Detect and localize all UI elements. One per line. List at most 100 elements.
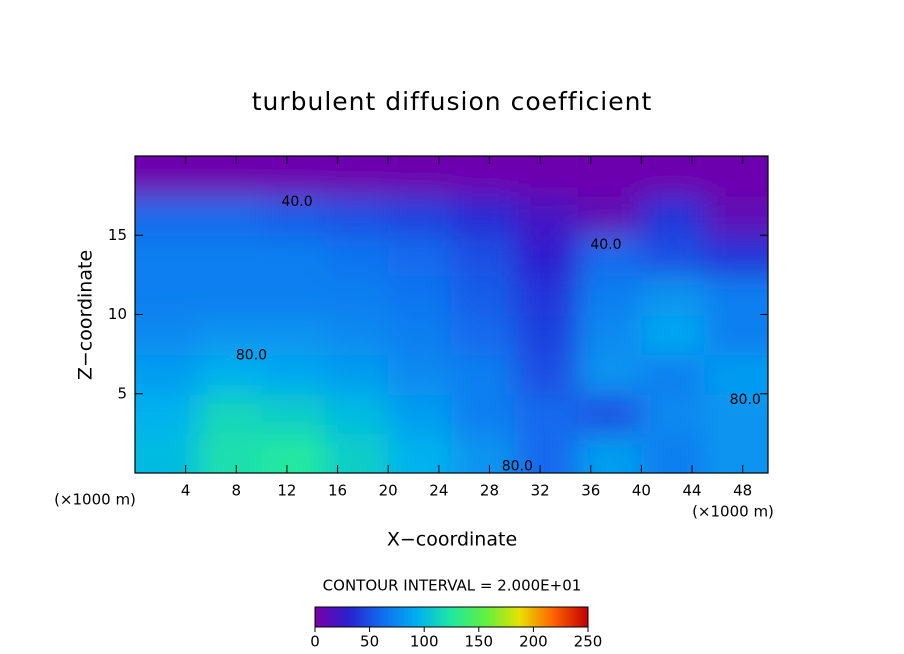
x-tick-label: 16 (328, 482, 347, 500)
cell (704, 156, 768, 197)
cell (324, 195, 390, 237)
colorbar-tick-label: 50 (360, 633, 379, 651)
x-unit-label: (×1000 m) (54, 491, 136, 509)
cell (324, 274, 390, 316)
cell (641, 314, 706, 356)
cell (451, 433, 516, 473)
cell (514, 195, 580, 237)
cell (578, 195, 643, 237)
cell (578, 235, 643, 276)
cell (198, 195, 263, 237)
cell (198, 354, 263, 395)
chart-title: turbulent diffusion coefficient (252, 87, 653, 116)
cell (578, 433, 643, 473)
cell (704, 274, 768, 316)
cell (261, 393, 326, 435)
cell (324, 354, 390, 395)
cell (641, 235, 706, 276)
field (135, 156, 768, 473)
cell (451, 393, 516, 435)
cell (704, 393, 768, 435)
cell (451, 195, 516, 237)
x-tick-label: 44 (682, 482, 701, 500)
cell (324, 235, 390, 276)
cell (135, 433, 200, 473)
cell (135, 393, 200, 435)
cell (514, 235, 580, 276)
cell (514, 156, 580, 197)
cell (198, 314, 263, 356)
x-tick-label: 4 (181, 482, 191, 500)
cell (388, 274, 453, 316)
cell (135, 354, 200, 395)
contour-label: 80.0 (502, 459, 533, 475)
cell (135, 274, 200, 316)
cell (451, 274, 516, 316)
cell (198, 274, 263, 316)
cells (135, 156, 768, 473)
cell (704, 195, 768, 237)
cell (198, 393, 263, 435)
cell (641, 274, 706, 316)
cell (261, 314, 326, 356)
cell (578, 314, 643, 356)
cell (704, 433, 768, 473)
x-tick-label: 40 (632, 482, 651, 500)
cell (578, 274, 643, 316)
colorbar-tick-label: 200 (519, 633, 548, 651)
contour-label: 40.0 (281, 194, 312, 210)
cell (641, 156, 706, 197)
cell (451, 156, 516, 197)
y-tick-label: 5 (117, 384, 127, 402)
colorbar-tick-label: 100 (410, 633, 439, 651)
cell (388, 195, 453, 237)
colorbar-tick-label: 150 (464, 633, 493, 651)
cell (388, 314, 453, 356)
cell (324, 433, 390, 473)
cell (135, 195, 200, 237)
cell (261, 433, 326, 473)
cell (704, 235, 768, 276)
cell (578, 393, 643, 435)
x-tick-label: 12 (277, 482, 296, 500)
contour-interval: CONTOUR INTERVAL = 2.000E+01 (323, 577, 582, 595)
cell (578, 354, 643, 395)
cell (135, 156, 200, 197)
contour-label: 80.0 (730, 392, 761, 408)
cell (261, 156, 326, 197)
cell (578, 156, 643, 197)
cell (514, 274, 580, 316)
x-tick-label: 20 (379, 482, 398, 500)
y-tick-label: 10 (108, 305, 127, 323)
cell (641, 195, 706, 237)
colorbar (314, 606, 589, 628)
cell (388, 393, 453, 435)
cell (135, 235, 200, 276)
x-tick-label: 32 (531, 482, 550, 500)
y-axis-label: Z−coordinate (75, 250, 97, 380)
cell (198, 433, 263, 473)
cell (388, 433, 453, 473)
cell (261, 354, 326, 395)
x-tick-label: 28 (480, 482, 499, 500)
cell (451, 354, 516, 395)
cell (704, 354, 768, 395)
x-tick-label: 48 (733, 482, 752, 500)
cell (514, 314, 580, 356)
y-tick-label: 15 (108, 226, 127, 244)
x-unit-label: (×1000 m) (692, 503, 774, 521)
x-tick-label: 36 (581, 482, 600, 500)
cell (451, 314, 516, 356)
cell (261, 274, 326, 316)
cell (388, 156, 453, 197)
x-axis-label: X−coordinate (387, 529, 517, 551)
colorbar-tick-label: 250 (574, 633, 603, 651)
cell (324, 393, 390, 435)
x-tick-label: 24 (429, 482, 448, 500)
cell (324, 314, 390, 356)
cell (388, 235, 453, 276)
cell (261, 235, 326, 276)
contour-label: 40.0 (590, 237, 621, 253)
cell (324, 156, 390, 197)
